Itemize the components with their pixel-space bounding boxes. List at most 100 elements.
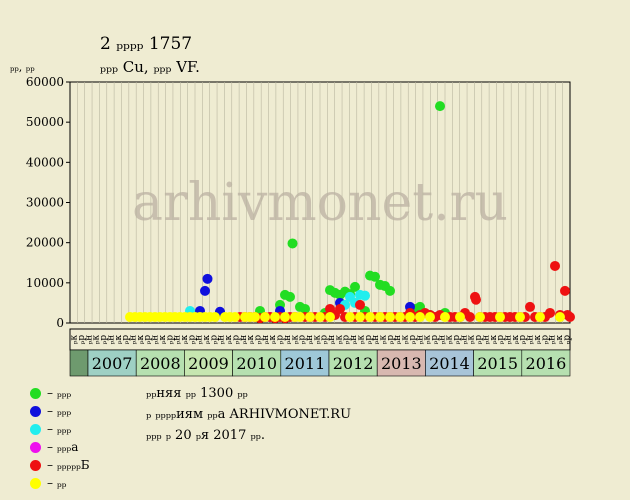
data-point [287,238,298,249]
legend-item: – ₚₚₚₚₚБ [30,456,90,474]
month-label: ₚн [195,335,205,345]
year-label: 2015 [477,354,518,373]
data-point [200,285,210,296]
month-label: ₚн [129,335,139,345]
data-point [375,311,385,322]
data-point [425,311,435,322]
month-label: ₚн [437,335,447,345]
month-label: ₚк [136,335,146,345]
legend-label: – ₚₚₚₚₚБ [47,458,90,472]
month-label: ₚн [415,335,425,345]
data-point [260,311,270,322]
month-label: ₚр [121,335,131,345]
month-label: ₚк [555,335,565,345]
legend-marker [30,423,41,435]
data-point [565,311,575,322]
month-label: ₚк [467,335,477,345]
month-label: ₚн [84,335,94,345]
year-cell [473,349,523,377]
month-label: ₚк [114,335,124,345]
data-point [305,311,315,322]
month-label: ₚк [533,335,543,345]
month-label: ₚк [312,335,322,345]
y-tick-label: 0 [56,316,64,330]
month-label: ₚк [423,335,433,345]
month-label: ₚн [261,335,271,345]
month-label: ₚр [231,335,241,345]
legend-marker [30,441,41,453]
month-label: ₚк [379,335,389,345]
data-point [370,271,380,282]
y-tick-label: 20000 [26,236,64,250]
month-label: ₚр [474,335,484,345]
data-point [455,311,465,322]
legend-item: – ₚₚ [30,474,90,492]
month-label: ₚр [320,335,330,345]
month-label: ₚр [540,335,550,345]
month-label: ₚр [254,335,264,345]
y-tick-label: 10000 [26,276,64,290]
month-label: ₚр [209,335,219,345]
year-cell [376,349,426,377]
data-point [435,101,445,112]
note-line: ₚₚняя ₚₚ 1300 ₚₚ [146,386,248,401]
data-point [295,311,305,322]
data-point [315,311,325,322]
data-point [300,303,310,314]
data-point [475,311,485,322]
month-label: ₚк [70,335,80,345]
year-cell [521,349,571,377]
month-label: ₚр [298,335,308,345]
month-label: ₚк [356,335,366,345]
year-cell [135,349,185,377]
legend-item: – ₚₚₚ [30,402,90,420]
data-point [270,311,280,322]
legend-label: – ₚₚₚа [47,440,79,454]
month-label: ₚр [408,335,418,345]
data-point [415,311,425,322]
month-label: ₚн [371,335,381,345]
note-line: ₚₚₚ ₚ 20 ₚя 2017 ₚₚ. [146,428,266,443]
year-cell [184,349,233,377]
month-label: ₚр [518,335,528,345]
data-point [471,294,481,305]
month-label: ₚк [511,335,521,345]
y-axis-label: ₚₚ, ₚₚ [10,61,35,74]
data-point [202,273,213,284]
data-point [560,285,570,296]
year-cell [280,349,330,377]
data-point [385,311,395,322]
month-label: ₚр [143,335,153,345]
month-label: ₚн [327,335,337,345]
month-label: ₚр [364,335,374,345]
note-line: ₚ ₚₚₚₚиям ₚₚа ARHIVMONET.RU [146,407,352,422]
month-label: ₚр [496,335,506,345]
year-row-lead [69,349,89,377]
month-label: ₚк [224,335,234,345]
data-point [395,311,405,322]
month-label: ₚн [504,335,514,345]
data-point [230,311,240,322]
data-point [550,260,560,271]
month-label: ₚн [548,335,558,345]
legend-marker [30,387,41,399]
legend-label: – ₚₚₚ [47,404,72,418]
month-label: ₚр [99,335,109,345]
y-tick-label: 50000 [26,115,64,129]
data-point [355,311,365,322]
month-label: ₚк [334,335,344,345]
month-label: ₚн [283,335,293,345]
data-point [210,311,220,322]
month-label: ₚн [481,335,491,345]
data-point [535,311,545,322]
month-label: ₚн [305,335,315,345]
legend-marker [30,459,41,471]
year-cell [87,349,137,377]
month-label: ₚк [489,335,499,345]
legend: – ₚₚₚ – ₚₚₚ – ₚₚₚ – ₚₚₚа – ₚₚₚₚₚБ – ₚₚ [30,384,90,492]
data-point [250,311,260,322]
month-label: ₚк [445,335,455,345]
legend-item: – ₚₚₚа [30,438,90,456]
month-label: ₚк [246,335,256,345]
month-label: ₚр [452,335,462,345]
